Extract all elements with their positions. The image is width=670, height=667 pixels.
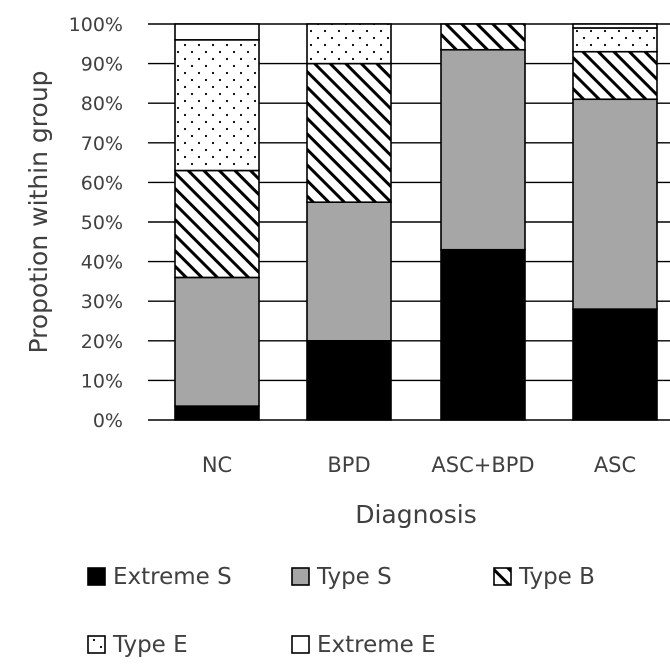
y-tick-label: 10% — [81, 370, 123, 392]
y-tick-label: 60% — [81, 172, 123, 194]
bar-segment — [174, 169, 260, 279]
legend: Extreme S Type S Type B Type E Extreme E — [87, 564, 595, 658]
bar-segment — [440, 48, 526, 251]
legend-swatch — [493, 567, 512, 586]
bar-segment — [440, 23, 526, 51]
legend-label: Extreme E — [317, 632, 436, 658]
bar-segment — [306, 201, 392, 342]
y-tick-label: 100% — [69, 14, 123, 36]
bar-segment — [306, 23, 392, 65]
bar-segment — [306, 339, 392, 421]
bar-segment — [572, 50, 658, 101]
y-tick-label: 70% — [81, 133, 123, 155]
legend-swatch — [291, 567, 310, 586]
x-tick-label: ASC — [594, 453, 636, 477]
legend-swatch — [291, 635, 310, 654]
bar-segment — [572, 308, 658, 421]
legend-label: Extreme S — [113, 564, 232, 590]
x-tick-label: BPD — [327, 453, 370, 477]
bar-segment — [174, 405, 260, 421]
bar-segment — [174, 276, 260, 407]
y-tick-label: 40% — [81, 252, 123, 274]
legend-swatch — [87, 635, 106, 654]
legend-label: Type E — [112, 632, 188, 658]
y-tick-label: 30% — [81, 291, 123, 313]
bar-segment — [306, 62, 392, 204]
x-axis-title: Diagnosis — [355, 500, 477, 529]
legend-label: Type B — [518, 564, 595, 590]
y-tick-label: 20% — [81, 331, 123, 353]
y-tick-label: 90% — [81, 54, 123, 76]
bar-segment — [572, 27, 658, 53]
x-tick-label: ASC+BPD — [431, 453, 534, 477]
bars — [174, 23, 658, 421]
y-axis-title: Propotion within group — [24, 70, 53, 353]
bar-segment — [174, 39, 260, 172]
bar-segment — [572, 23, 658, 29]
y-tick-labels: 0% 10% 20% 30% 40% 50% 60% 70% 80% 90% 100% — [69, 14, 123, 432]
legend-label: Type S — [316, 564, 392, 590]
y-tick-label: 50% — [81, 212, 123, 234]
x-tick-labels: NC BPD ASC+BPD ASC — [202, 453, 636, 477]
legend-swatch — [87, 567, 106, 586]
y-tick-label: 0% — [93, 410, 123, 432]
bar-segment — [572, 98, 658, 310]
bar-segment — [440, 248, 526, 421]
y-tick-label: 80% — [81, 93, 123, 115]
bar-segment — [174, 23, 260, 41]
x-tick-label: NC — [202, 453, 232, 477]
